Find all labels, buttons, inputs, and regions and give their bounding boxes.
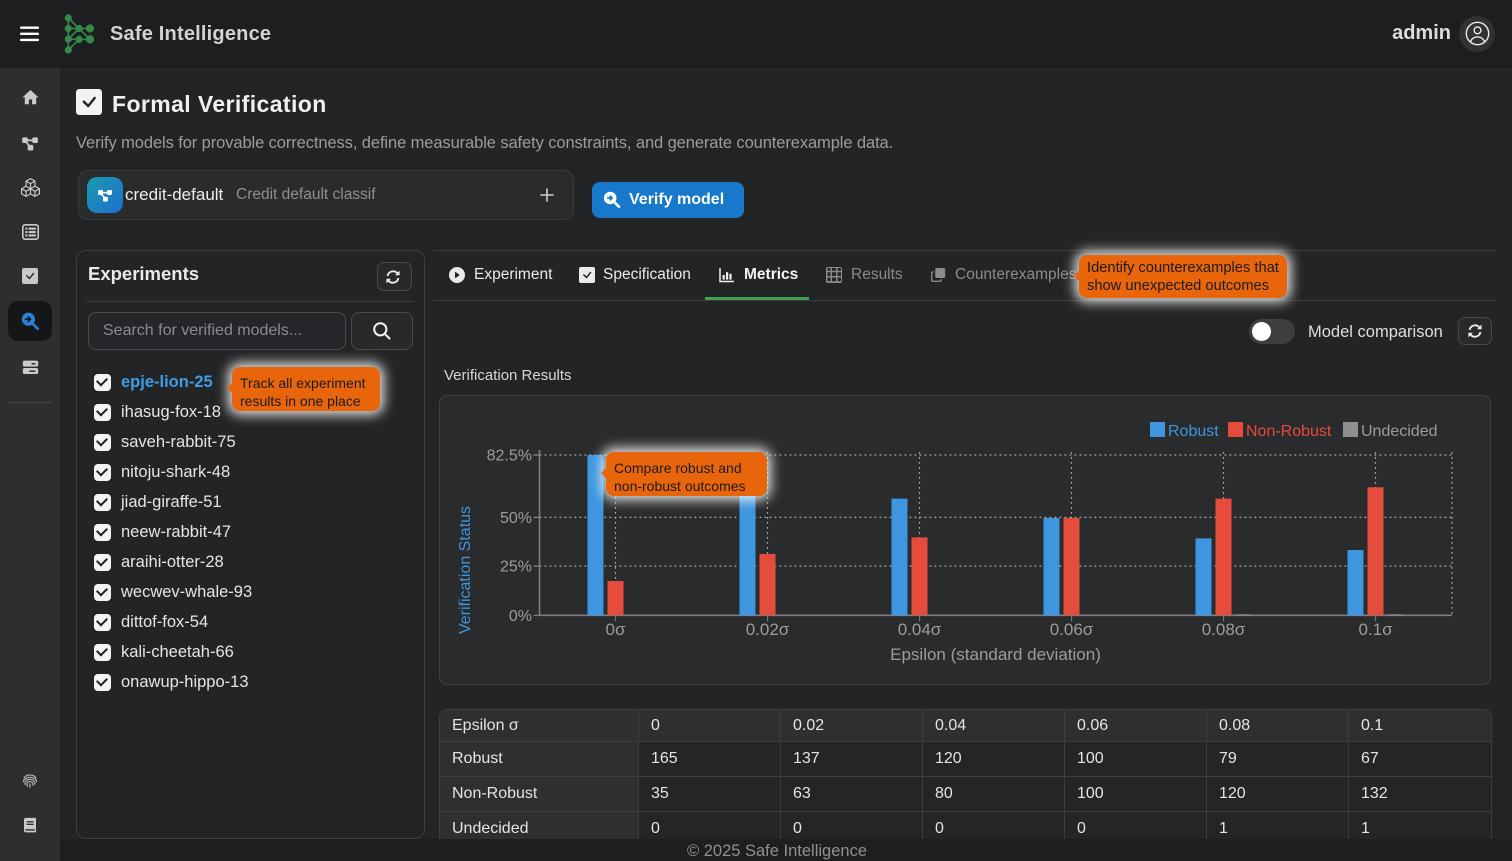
- svg-text:Non-Robust: Non-Robust: [1246, 423, 1332, 440]
- svg-text:Verification Status: Verification Status: [457, 506, 474, 634]
- svg-text:82.5%: 82.5%: [487, 448, 532, 465]
- svg-text:50%: 50%: [500, 510, 532, 527]
- svg-text:0.08σ: 0.08σ: [1202, 620, 1246, 639]
- svg-text:0σ: 0σ: [606, 620, 626, 639]
- svg-text:0.04σ: 0.04σ: [898, 620, 942, 639]
- svg-text:0.1σ: 0.1σ: [1358, 620, 1393, 639]
- svg-text:Epsilon (standard deviation): Epsilon (standard deviation): [890, 645, 1101, 664]
- svg-text:0.06σ: 0.06σ: [1050, 620, 1094, 639]
- svg-text:Undecided: Undecided: [1361, 423, 1438, 440]
- svg-text:25%: 25%: [500, 559, 532, 576]
- svg-text:0%: 0%: [509, 608, 532, 625]
- svg-text:0.02σ: 0.02σ: [746, 620, 790, 639]
- svg-text:Robust: Robust: [1168, 423, 1219, 440]
